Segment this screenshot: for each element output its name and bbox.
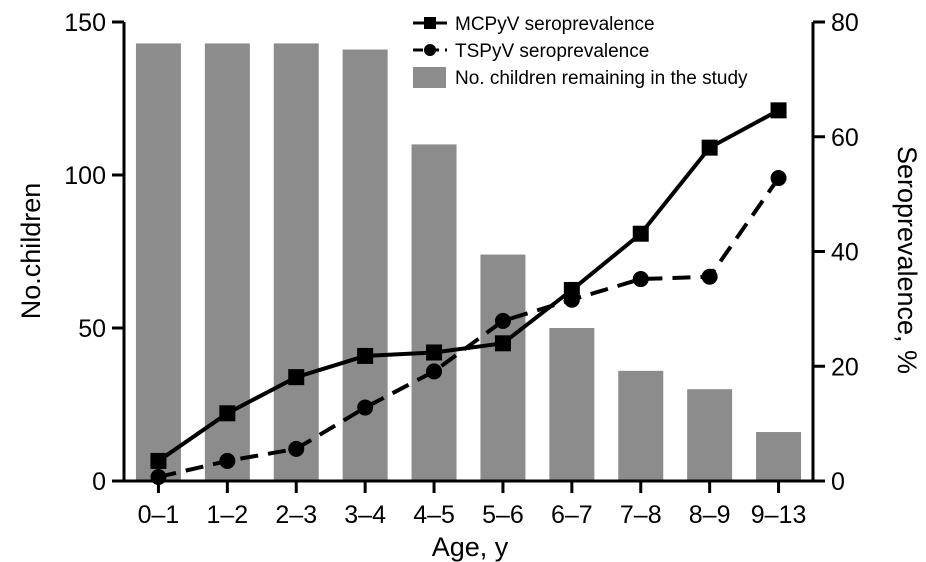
mcpyv-point — [770, 102, 787, 119]
tspyv-point — [701, 268, 718, 285]
right-tick-label: 20 — [831, 353, 859, 381]
left-tick-label: 100 — [64, 162, 106, 190]
x-ticks: 0–1 1–2 2–3 3–4 4–5 5–6 6–7 7–8 8–9 9–13 — [138, 481, 807, 529]
tspyv-point — [219, 452, 236, 469]
mcpyv-point — [632, 225, 649, 242]
left-tick-label: 0 — [92, 468, 106, 496]
bar — [411, 144, 457, 481]
bar — [756, 432, 802, 481]
legend-marker-square — [424, 17, 436, 29]
mcpyv-point — [219, 405, 236, 422]
right-y-axis-label: Seroprevalence, % — [892, 146, 922, 374]
bars-layer — [135, 43, 802, 482]
legend-item-children: No. children remaining in the study — [413, 67, 748, 89]
right-tick-label: 0 — [831, 468, 845, 496]
legend-label-children: No. children remaining in the study — [455, 68, 748, 89]
mcpyv-point — [357, 347, 374, 364]
mcpyv-point — [701, 139, 718, 156]
legend-marker-circle — [424, 44, 436, 56]
x-tick-label: 0–1 — [138, 501, 180, 529]
bar — [273, 43, 319, 482]
legend-item-mcpyv: MCPyV seroprevalence — [413, 14, 655, 35]
x-tick-label: 3–4 — [344, 501, 386, 529]
legend-swatch-bar — [413, 67, 446, 88]
x-tick-label: 9–13 — [751, 501, 807, 529]
tspyv-line — [157, 176, 781, 479]
bar — [549, 328, 595, 481]
mcpyv-point — [150, 452, 167, 469]
legend-label-tspyv: TSPyV seroprevalence — [455, 41, 649, 62]
left-ticks: 0 50 100 150 — [64, 9, 124, 496]
mcpyv-point — [426, 344, 443, 361]
x-tick-label: 1–2 — [206, 501, 248, 529]
left-y-axis-label: No.children — [16, 183, 46, 320]
bar — [135, 43, 181, 482]
legend-label-mcpyv: MCPyV seroprevalence — [455, 14, 655, 35]
tspyv-point — [288, 440, 305, 457]
tspyv-point — [426, 363, 443, 380]
x-tick-label: 7–8 — [620, 501, 662, 529]
tspyv-point — [563, 291, 580, 308]
right-tick-label: 60 — [831, 124, 859, 152]
x-tick-label: 2–3 — [275, 501, 317, 529]
legend-item-tspyv: TSPyV seroprevalence — [413, 41, 649, 62]
x-tick-label: 8–9 — [689, 501, 731, 529]
right-tick-label: 40 — [831, 239, 859, 267]
left-tick-label: 150 — [64, 9, 106, 37]
left-tick-label: 50 — [78, 315, 106, 343]
tspyv-point — [150, 468, 167, 485]
tspyv-point — [494, 312, 511, 329]
mcpyv-line — [157, 108, 780, 463]
bar — [687, 389, 733, 481]
mcpyv-point — [288, 369, 305, 386]
right-tick-label: 80 — [831, 9, 859, 37]
lines-layer — [150, 102, 787, 485]
x-axis-label: Age, y — [432, 532, 509, 562]
tspyv-point — [770, 170, 787, 187]
x-tick-label: 6–7 — [551, 501, 593, 529]
x-tick-label: 4–5 — [413, 501, 455, 529]
mcpyv-point — [494, 335, 511, 352]
right-ticks: 0 20 40 60 80 — [813, 9, 859, 496]
tspyv-point — [357, 399, 374, 416]
bar — [618, 370, 664, 481]
legend: MCPyV seroprevalence TSPyV seroprevalenc… — [413, 14, 748, 89]
bar — [480, 254, 526, 481]
tspyv-point — [632, 271, 649, 288]
x-tick-label: 5–6 — [482, 501, 524, 529]
